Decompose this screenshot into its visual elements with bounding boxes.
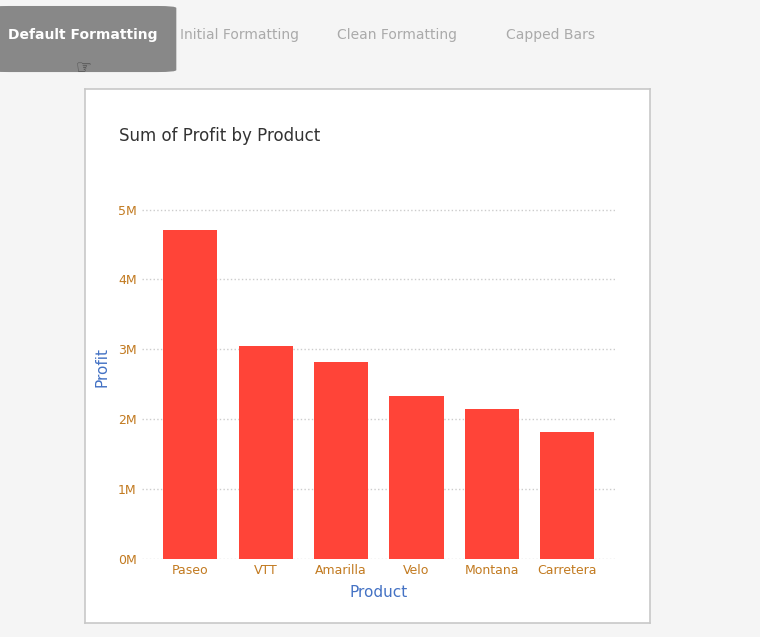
Text: Default Formatting: Default Formatting xyxy=(8,28,158,42)
X-axis label: Product: Product xyxy=(350,585,408,600)
Bar xyxy=(163,231,217,559)
Bar xyxy=(540,432,594,559)
Bar xyxy=(239,346,293,559)
Text: Sum of Profit by Product: Sum of Profit by Product xyxy=(119,127,320,145)
Text: Clean Formatting: Clean Formatting xyxy=(337,28,457,42)
Text: Capped Bars: Capped Bars xyxy=(506,28,596,42)
Bar xyxy=(314,362,368,559)
Bar xyxy=(389,396,444,559)
Y-axis label: Profit: Profit xyxy=(95,347,109,387)
FancyBboxPatch shape xyxy=(0,6,176,72)
Text: ☞: ☞ xyxy=(75,59,91,76)
Text: Initial Formatting: Initial Formatting xyxy=(180,28,299,42)
Bar xyxy=(464,409,519,559)
